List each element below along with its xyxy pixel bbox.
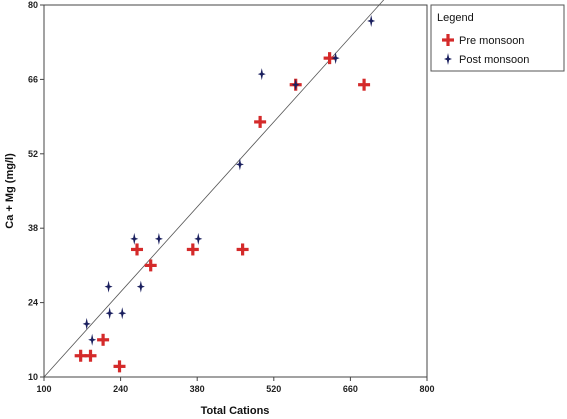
legend-marker-post-monsoon — [444, 53, 452, 65]
pre-monsoon-point — [84, 349, 97, 362]
y-tick-label: 66 — [28, 74, 38, 84]
legend-title: Legend — [437, 12, 474, 24]
x-tick-label: 380 — [190, 384, 205, 394]
post-monsoon-point — [257, 68, 266, 81]
post-monsoon-point — [154, 232, 163, 245]
legend-label-post-monsoon: Post monsoon — [459, 54, 529, 66]
post-monsoon-point — [130, 232, 139, 245]
pre-monsoon-point — [113, 360, 126, 373]
y-tick-label: 80 — [28, 0, 38, 10]
y-axis-title: Ca + Mg (mg/l) — [4, 153, 16, 229]
y-tick-label: 24 — [28, 298, 38, 308]
pre-monsoon-point — [358, 78, 371, 91]
post-monsoon-point — [118, 307, 127, 320]
pre-monsoon-point — [323, 52, 336, 65]
post-monsoon-point — [105, 307, 114, 320]
pre-monsoon-point — [236, 243, 249, 256]
legend-marker-pre-monsoon — [442, 34, 454, 46]
x-tick-label: 240 — [113, 384, 128, 394]
y-tick-label: 52 — [28, 149, 38, 159]
x-axis-title: Total Cations — [201, 405, 270, 417]
x-tick-label: 520 — [266, 384, 281, 394]
legend-entries: Pre monsoon Post monsoon — [442, 34, 529, 66]
post-monsoon-point — [88, 333, 97, 346]
plot-area — [43, 4, 428, 378]
data-points — [74, 14, 376, 373]
y-tick-label: 38 — [28, 223, 38, 233]
axis-ticks: 100 240 380 520 660 800 10 24 38 52 66 80 — [28, 0, 435, 394]
post-monsoon-point — [291, 78, 300, 91]
post-monsoon-point — [367, 14, 376, 27]
x-tick-label: 100 — [36, 384, 51, 394]
post-monsoon-point — [136, 280, 145, 293]
post-monsoon-point — [82, 317, 91, 330]
legend: Legend Pre monsoon Post monsoon — [430, 4, 565, 72]
pre-monsoon-point — [131, 243, 144, 256]
post-monsoon-point — [194, 232, 203, 245]
x-tick-label: 660 — [343, 384, 358, 394]
post-monsoon-point — [331, 52, 340, 65]
pre-monsoon-point — [254, 115, 267, 128]
legend-box — [430, 4, 565, 72]
y-tick-label: 10 — [28, 372, 38, 382]
pre-monsoon-point — [186, 243, 199, 256]
pre-monsoon-point — [144, 259, 157, 272]
post-monsoon-point — [104, 280, 113, 293]
legend-label-pre-monsoon: Pre monsoon — [459, 35, 524, 47]
post-monsoon-point — [235, 158, 244, 171]
pre-monsoon-point — [74, 349, 87, 362]
pre-monsoon-point — [97, 333, 110, 346]
x-tick-label: 800 — [419, 384, 434, 394]
